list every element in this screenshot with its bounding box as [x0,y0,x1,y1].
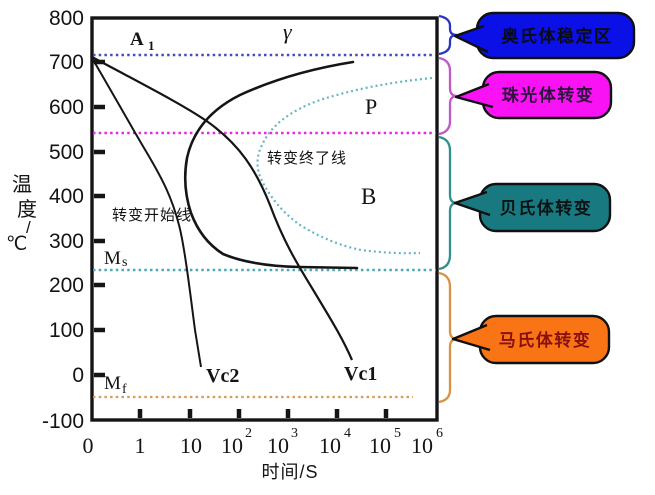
x-tick-label: 10 [319,433,341,458]
mf-label: M [104,373,121,394]
x-axis-ticks [137,409,389,418]
mf-label-subscript: f [122,382,127,397]
austenite-callout: 奥氏体稳定区 [453,11,636,60]
x-tick-label: 1 [135,433,146,458]
y-tick-label: 600 [49,96,84,119]
y-axis-title-slash: / [26,218,32,237]
y-axis-title: 温 度 / ℃ [6,173,38,255]
x-tick-exponent: 4 [344,426,351,441]
x-axis-title: 时间/S [261,462,318,482]
y-tick-label: 300 [49,230,84,253]
y-tick-label: 800 [49,7,84,30]
austenite-callout-tail [453,24,489,54]
end-line-label: 转变终了线 [267,150,347,167]
x-tick-label: 10 [369,433,391,458]
bainite-callout: 贝氏体转变 [453,182,612,233]
y-tick-label: 700 [49,51,84,74]
ms-label: M [104,248,121,269]
y-tick-label: 100 [49,319,84,342]
pearlite-callout-label: 珠光体转变 [502,85,595,105]
start-line-label: 转变开始线 [112,207,192,224]
transformation-end-curve [256,76,433,255]
y-axis-title-char2: 度 [17,198,38,221]
ms-label-subscript: s [122,255,127,270]
austenite-callout-label: 奥氏体稳定区 [502,26,613,46]
y-tick-label: 200 [49,274,84,297]
bainite-phase-label: B [361,184,376,209]
x-tick-label: 10 [221,433,243,458]
gamma-phase-label: γ [283,19,293,44]
x-axis-labels: 0 1 10 10 10 10 10 10 2 3 4 5 6 [83,426,444,458]
a1-label: A [130,29,144,50]
a1-label-subscript: 1 [148,38,155,53]
pearlite-brace [438,56,458,136]
x-tick-exponent: 3 [291,426,298,441]
transformation-start-curve [183,60,359,270]
x-tick-exponent: 5 [394,426,401,441]
y-tick-label: 400 [49,185,84,208]
x-tick-exponent: 6 [436,426,443,441]
austenite-brace [438,14,458,56]
vc1-cooling-curve [91,56,354,361]
plot-frame [90,16,439,422]
x-tick-label: 10 [411,433,433,458]
y-axis-ticks [94,59,105,378]
bainite-callout-tail [453,190,491,217]
pearlite-callout-tail [454,82,494,109]
x-tick-label: 10 [180,433,202,458]
bainite-callout-label: 贝氏体转变 [500,198,593,218]
martensite-callout-label: 马氏体转变 [499,330,592,350]
y-axis-labels: 800 700 600 500 400 300 200 100 0 -100 [42,7,84,433]
vc2-cooling-curve [91,57,202,368]
x-tick-label: 0 [83,433,94,458]
y-tick-label: 0 [72,364,84,387]
x-tick-label: 10 [267,433,289,458]
pearlite-callout: 珠光体转变 [454,70,613,120]
y-tick-label: 500 [49,141,84,164]
y-tick-label: -100 [42,410,84,433]
vc1-label: Vc1 [344,363,377,385]
martensite-callout-tail [451,323,491,352]
y-axis-unit: ℃ [6,234,28,255]
pearlite-phase-label: P [365,94,377,119]
x-tick-exponent: 2 [245,426,252,441]
vc2-label: Vc2 [206,365,239,387]
y-axis-title-char1: 温 [12,173,33,196]
martensite-callout: 马氏体转变 [451,314,611,365]
